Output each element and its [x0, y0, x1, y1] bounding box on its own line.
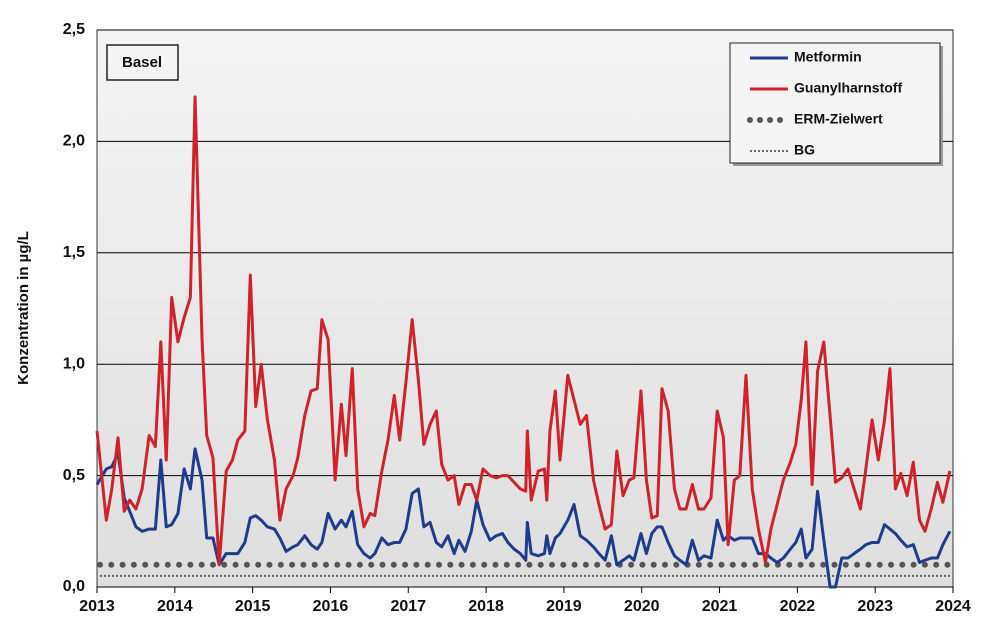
x-tick-label: 2021: [702, 598, 738, 615]
legend: Metformin Guanylharnstoff ERM-Zielwert BG: [729, 42, 943, 166]
y-tick-label: 1,5: [63, 244, 85, 261]
y-tick-label: 0,5: [63, 467, 85, 484]
legend-label: Metformin: [794, 49, 862, 65]
x-tick-label: 2015: [235, 598, 271, 615]
x-tick-label: 2016: [313, 598, 349, 615]
annotation-box: [106, 44, 179, 81]
annotation: Basel: [122, 54, 162, 71]
y-tick-label: 2,0: [63, 133, 85, 150]
y-tick-label: 1,0: [63, 355, 85, 372]
y-tick-label: 2,5: [63, 21, 85, 38]
legend-box: [729, 42, 941, 164]
x-tick-label: 2017: [390, 598, 426, 615]
y-tick-label: 0,0: [63, 578, 85, 595]
legend-label: BG: [794, 142, 815, 158]
legend-label: ERM-Zielwert: [794, 111, 883, 127]
x-tick-label: 2024: [935, 598, 971, 615]
x-tick-label: 2018: [468, 598, 504, 615]
y-axis-label: Konzentration in µg/L: [15, 231, 32, 385]
marks: [95, 95, 953, 589]
x-tick-label: 2014: [157, 598, 193, 615]
x-tick-label: 2020: [624, 598, 660, 615]
x-tick-label: 2019: [546, 598, 582, 615]
x-tick-label: 2022: [780, 598, 816, 615]
series-line: [95, 447, 952, 589]
x-tick-label: 2013: [79, 598, 115, 615]
series-line: [95, 95, 952, 567]
legend-label: Guanylharnstoff: [794, 80, 902, 96]
x-tick-label: 2023: [857, 598, 893, 615]
